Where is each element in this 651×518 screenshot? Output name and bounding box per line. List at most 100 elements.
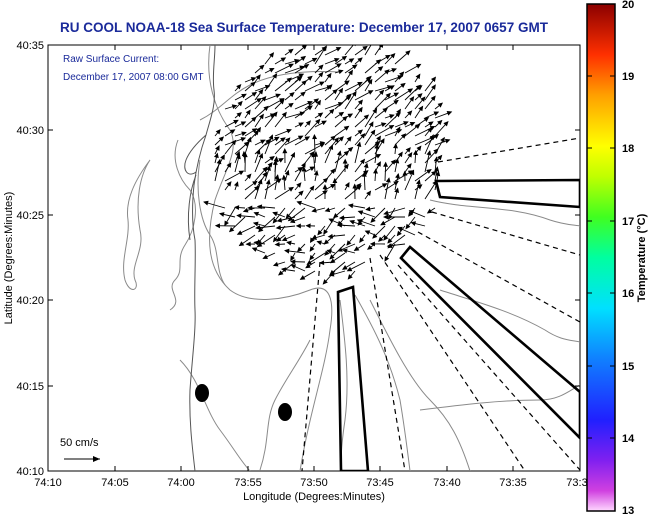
current-vector-head bbox=[301, 45, 307, 50]
current-vector-head bbox=[328, 144, 334, 151]
current-vector-head bbox=[417, 184, 423, 190]
current-vector-head bbox=[322, 177, 329, 184]
buoy-marker bbox=[195, 384, 209, 402]
current-vector-head bbox=[290, 152, 295, 158]
current-vector-head bbox=[343, 163, 349, 170]
current-vector-head bbox=[363, 162, 369, 169]
current-vector-head bbox=[290, 259, 296, 265]
current-vector-head bbox=[315, 118, 321, 125]
current-vector-head bbox=[410, 221, 417, 227]
current-vector-head bbox=[328, 271, 335, 277]
current-vector-head bbox=[316, 240, 322, 246]
current-vector-head bbox=[259, 64, 265, 70]
current-vector-head bbox=[241, 131, 247, 137]
current-vector-head bbox=[290, 255, 295, 262]
current-vector-head bbox=[288, 186, 294, 192]
current-vector-head bbox=[238, 241, 245, 247]
current-vector-head bbox=[236, 230, 243, 235]
current-vector-head bbox=[407, 152, 413, 158]
current-vector-head bbox=[286, 128, 292, 134]
y-tick-label: 40:35 bbox=[16, 40, 44, 52]
current-vector-head bbox=[372, 233, 378, 239]
current-vector-head bbox=[299, 275, 306, 280]
map-title: RU COOL NOAA-18 Sea Surface Temperature:… bbox=[60, 20, 548, 35]
colorbar-tick-label: 13 bbox=[622, 505, 634, 517]
current-vector-head bbox=[269, 68, 275, 73]
current-vector-head bbox=[311, 57, 318, 63]
current-vector-head bbox=[255, 225, 261, 230]
current-vector-head bbox=[367, 78, 373, 85]
current-vector-head bbox=[357, 57, 363, 63]
current-vector-head bbox=[226, 162, 232, 168]
current-vector-head bbox=[289, 218, 296, 224]
current-vector-head bbox=[324, 250, 330, 256]
current-vector-head bbox=[338, 69, 344, 75]
current-vector-head bbox=[250, 81, 256, 87]
current-vector-head bbox=[327, 233, 333, 239]
colorbar-labels: 20 19 18 17 16 15 14 13 bbox=[622, 0, 635, 517]
current-vector-head bbox=[296, 182, 302, 188]
current-vector-head bbox=[376, 135, 381, 142]
current-vector-head bbox=[215, 145, 220, 151]
current-vector-head bbox=[276, 236, 282, 242]
current-vector-head bbox=[328, 218, 334, 224]
current-vector-head bbox=[373, 37, 376, 41]
current-vector-head bbox=[256, 242, 263, 248]
current-vector-head bbox=[297, 135, 304, 141]
current-vector-head bbox=[406, 163, 412, 169]
current-vector-head bbox=[229, 129, 236, 135]
current-vector-head bbox=[400, 82, 406, 88]
current-vector-head bbox=[363, 114, 370, 120]
current-vector-head bbox=[417, 93, 423, 99]
current-vector-head bbox=[370, 217, 376, 223]
current-vector-head bbox=[262, 171, 268, 178]
current-vector-head bbox=[334, 57, 340, 63]
current-vector-head bbox=[446, 110, 453, 116]
current-vector-head bbox=[415, 179, 421, 185]
current-vector-head bbox=[357, 99, 363, 105]
current-vector-head bbox=[433, 156, 439, 162]
current-vector-head bbox=[435, 170, 441, 177]
current-vector-head bbox=[399, 71, 405, 77]
current-vector-head bbox=[330, 183, 336, 189]
current-vector-head bbox=[319, 81, 325, 87]
current-vector-head bbox=[343, 150, 350, 156]
sector-lines bbox=[301, 137, 580, 471]
current-vector-head bbox=[272, 73, 278, 79]
current-vector-head bbox=[294, 58, 300, 64]
coastline bbox=[184, 45, 216, 471]
current-vector-head bbox=[330, 168, 336, 174]
current-vector-head bbox=[278, 158, 284, 163]
current-vector-head bbox=[317, 229, 323, 236]
current-vector-head bbox=[236, 153, 241, 160]
current-vector-head bbox=[375, 154, 382, 159]
x-tick-label: 73:50 bbox=[300, 477, 328, 489]
current-vector-head bbox=[390, 53, 396, 59]
current-vector-head bbox=[281, 236, 288, 242]
current-vector-head bbox=[257, 178, 263, 185]
buoy-marker bbox=[278, 403, 292, 421]
current-vector-head bbox=[378, 89, 385, 96]
current-vector-head bbox=[224, 220, 229, 227]
colorbar-tick-label: 18 bbox=[622, 143, 634, 155]
current-vector-head bbox=[286, 240, 292, 246]
current-vector-head bbox=[336, 150, 342, 156]
current-vector-head bbox=[329, 254, 335, 260]
current-vector-head bbox=[213, 152, 219, 159]
current-vector-head bbox=[216, 158, 222, 165]
current-vector-head bbox=[276, 217, 283, 223]
current-vector-head bbox=[356, 185, 362, 191]
current-vector-head bbox=[282, 148, 288, 154]
colorbar-tick-label: 15 bbox=[622, 361, 634, 373]
current-vector-head bbox=[288, 63, 294, 69]
current-vector-head bbox=[265, 179, 271, 185]
current-vector-head bbox=[407, 88, 414, 94]
current-vector-head bbox=[353, 246, 360, 251]
current-vector-head bbox=[251, 91, 258, 97]
current-vector-head bbox=[384, 69, 390, 75]
current-vector-head bbox=[428, 121, 434, 127]
current-vector-head bbox=[362, 171, 367, 177]
current-vector-head bbox=[387, 238, 393, 244]
current-vector-head bbox=[300, 55, 307, 61]
